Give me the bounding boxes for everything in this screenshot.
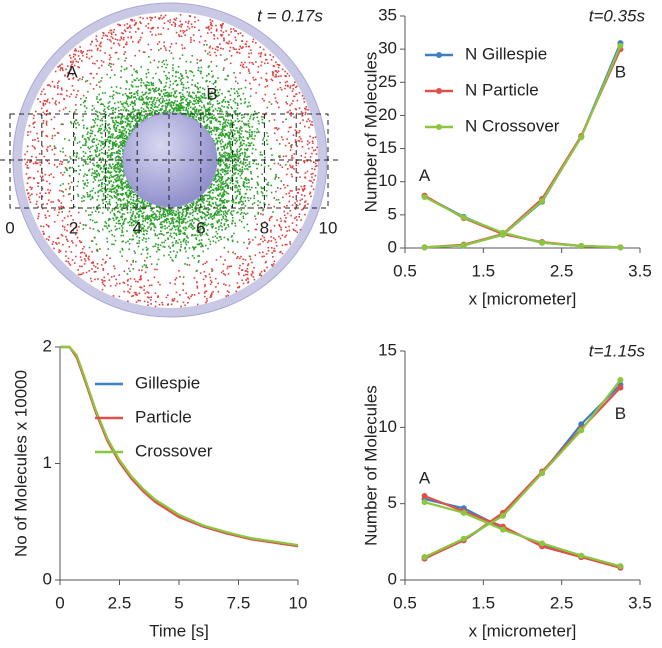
y-tick-label: 15 bbox=[378, 340, 397, 359]
x-tick-label: 3.5 bbox=[628, 261, 652, 280]
data-point bbox=[499, 231, 506, 238]
x-tick-label: 10 bbox=[289, 593, 308, 612]
x-axis-title: x [micrometer] bbox=[469, 621, 577, 640]
data-point bbox=[578, 134, 585, 141]
x-axis-title: x [micrometer] bbox=[469, 289, 577, 308]
data-point bbox=[421, 554, 428, 561]
x-tick-label: 7.5 bbox=[227, 593, 251, 612]
series-line bbox=[424, 383, 622, 559]
y-tick-label: 10 bbox=[378, 171, 397, 190]
data-point bbox=[539, 197, 546, 204]
data-point bbox=[578, 243, 585, 250]
data-point bbox=[421, 499, 428, 506]
data-point bbox=[460, 535, 467, 542]
y-tick-label: 35 bbox=[378, 5, 397, 24]
region-label: B bbox=[206, 84, 217, 103]
data-point bbox=[539, 540, 546, 547]
series-line bbox=[424, 495, 621, 569]
legend-marker bbox=[436, 124, 442, 130]
snapshot-title: t = 0.17s bbox=[257, 6, 323, 25]
data-point bbox=[499, 526, 506, 533]
y-tick-label: 15 bbox=[378, 138, 397, 157]
y-tick-label: 2 bbox=[43, 336, 52, 355]
x-tick-label: 5 bbox=[174, 593, 183, 612]
snapshot-tick-label: 8 bbox=[260, 218, 269, 237]
snapshot-tick-label: 6 bbox=[196, 218, 205, 237]
chart-title: t=0.35s bbox=[589, 6, 646, 25]
series-line bbox=[424, 195, 621, 249]
molecules bbox=[23, 14, 319, 308]
legend-label: N Particle bbox=[465, 80, 539, 99]
data-point bbox=[421, 193, 428, 200]
x-tick-label: 2.5 bbox=[550, 593, 574, 612]
x-tick-label: 2.5 bbox=[108, 593, 132, 612]
snapshot-tick-label: 10 bbox=[319, 218, 338, 237]
y-axis-title: Number of Molecules bbox=[361, 385, 380, 546]
legend-label: Gillespie bbox=[135, 373, 200, 392]
legend-label: Particle bbox=[135, 407, 192, 426]
y-tick-label: 1 bbox=[43, 453, 52, 472]
y-tick-label: 5 bbox=[388, 204, 397, 223]
data-point bbox=[539, 470, 546, 477]
data-point bbox=[539, 239, 546, 246]
annotation: A bbox=[419, 469, 431, 488]
x-tick-label: 0 bbox=[55, 593, 64, 612]
data-point bbox=[617, 42, 624, 49]
y-tick-label: 10 bbox=[378, 417, 397, 436]
legend-marker bbox=[436, 52, 442, 58]
data-point bbox=[421, 244, 428, 251]
series-line bbox=[424, 194, 621, 249]
data-point bbox=[578, 552, 585, 559]
bin-lines bbox=[41, 114, 297, 208]
data-point bbox=[617, 563, 624, 570]
x-tick-label: 1.5 bbox=[472, 261, 496, 280]
series-line bbox=[424, 45, 622, 249]
y-tick-label: 0 bbox=[43, 569, 52, 588]
data-point bbox=[617, 244, 624, 251]
y-tick-label: 25 bbox=[378, 72, 397, 91]
legend-marker bbox=[436, 88, 442, 94]
data-point bbox=[499, 512, 506, 519]
legend-label: N Gillespie bbox=[465, 44, 547, 63]
series-line bbox=[60, 345, 299, 547]
annotation: B bbox=[615, 63, 626, 82]
x-axis-title: Time [s] bbox=[149, 621, 209, 640]
annotation: B bbox=[615, 404, 626, 423]
y-axis-title: Number of Molecules bbox=[361, 52, 380, 213]
series-line bbox=[424, 501, 621, 568]
series-line bbox=[424, 195, 621, 249]
data-point bbox=[460, 214, 467, 221]
series-line bbox=[424, 379, 622, 559]
x-tick-label: 0.5 bbox=[393, 261, 417, 280]
annotation: A bbox=[419, 166, 431, 185]
y-tick-label: 20 bbox=[378, 105, 397, 124]
y-tick-label: 5 bbox=[388, 493, 397, 512]
region-label: A bbox=[66, 62, 78, 81]
y-tick-label: 0 bbox=[388, 237, 397, 256]
x-tick-label: 2.5 bbox=[550, 261, 574, 280]
x-tick-label: 0.5 bbox=[393, 593, 417, 612]
y-tick-label: 0 bbox=[388, 569, 397, 588]
data-point bbox=[460, 509, 467, 516]
snapshot-tick-label: 4 bbox=[132, 218, 141, 237]
data-point bbox=[617, 384, 624, 391]
y-tick-label: 30 bbox=[378, 39, 397, 58]
legend-label: Crossover bbox=[135, 441, 213, 460]
data-point bbox=[617, 377, 624, 384]
data-point bbox=[578, 427, 585, 434]
x-tick-label: 1.5 bbox=[472, 593, 496, 612]
data-point bbox=[460, 242, 467, 249]
snapshot-tick-label: 0 bbox=[5, 218, 14, 237]
legend-label: N Crossover bbox=[465, 116, 560, 135]
data-point bbox=[421, 493, 428, 500]
chart-title: t=1.15s bbox=[589, 341, 646, 360]
snapshot: t = 0.17s A B bbox=[0, 2, 340, 318]
x-tick-label: 3.5 bbox=[628, 593, 652, 612]
snapshot-tick-label: 2 bbox=[69, 218, 78, 237]
y-axis-title: No of Molecules x 10000 bbox=[11, 370, 30, 557]
